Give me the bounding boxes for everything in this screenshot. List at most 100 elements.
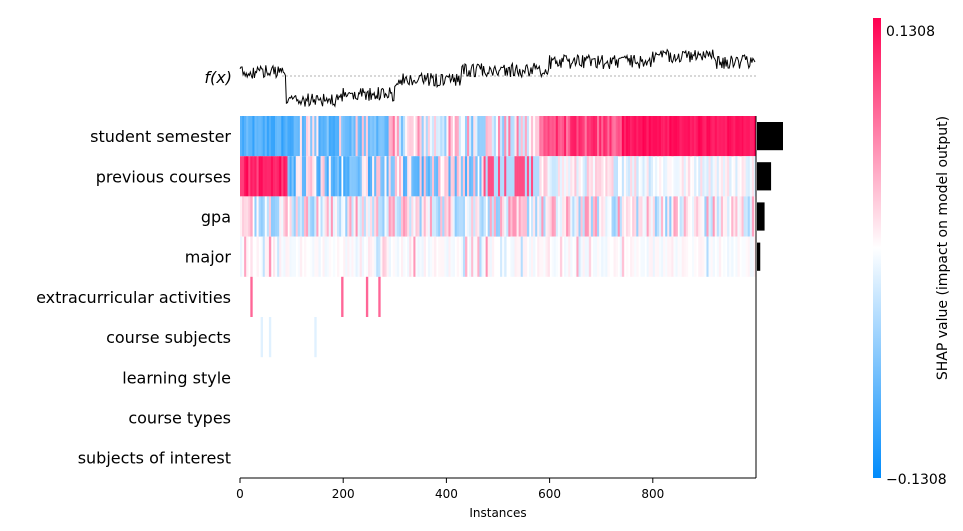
heatmap-cell (601, 116, 604, 157)
heatmap-cell (576, 196, 579, 237)
heatmap-cell (355, 236, 358, 277)
heatmap-cell (392, 156, 396, 197)
heatmap-cell (322, 116, 325, 157)
heatmap-cell (677, 236, 680, 277)
heatmap-cell (669, 156, 672, 197)
heatmap-cell (644, 116, 647, 157)
heatmap-cell (514, 196, 517, 237)
heatmap-cell (467, 156, 470, 197)
heatmap-cell (386, 196, 389, 237)
heatmap-cell (256, 116, 259, 157)
heatmap-cell (599, 116, 602, 157)
heatmap-cell (735, 116, 738, 157)
heatmap-cell (642, 196, 645, 237)
x-tick-label: 600 (538, 487, 561, 501)
heatmap-cell (683, 236, 687, 277)
heatmap-cell (731, 116, 734, 157)
heatmap-cell (667, 236, 670, 277)
feature-label: student semester (90, 127, 231, 146)
heatmap-cell (378, 156, 381, 197)
heatmap-cell (464, 236, 468, 277)
heatmap-cell (394, 196, 398, 237)
heatmap-cell (390, 196, 394, 237)
heatmap-cell (706, 196, 709, 237)
heatmap-cell (452, 236, 455, 277)
heatmap-cell (545, 116, 548, 157)
heatmap-cell (522, 116, 526, 157)
heatmap-cell (545, 156, 548, 197)
heatmap-cell (477, 116, 480, 157)
heatmap-cell (568, 196, 571, 237)
heatmap-cell (607, 156, 610, 197)
heatmap-cell (390, 156, 394, 197)
heatmap-cell (442, 196, 445, 237)
heatmap-cell (535, 196, 538, 237)
heatmap-cell (450, 196, 453, 237)
heatmap-cell (403, 156, 406, 197)
heatmap-cell (297, 236, 301, 277)
heatmap-cell (250, 236, 253, 277)
heatmap-cell (510, 156, 513, 197)
heatmap-cell (718, 196, 722, 237)
heatmap-cell (347, 196, 350, 237)
heatmap-cell (727, 196, 730, 237)
heatmap-cell (244, 116, 247, 157)
heatmap-cell (328, 196, 332, 237)
heatmap-cell (578, 116, 581, 157)
heatmap-cell (652, 196, 656, 237)
importance-bar (757, 202, 765, 231)
heatmap-cell (654, 116, 658, 157)
heatmap-cell (687, 156, 691, 197)
heatmap-cell (576, 116, 579, 157)
heatmap-cell (681, 196, 685, 237)
heatmap-cell (421, 196, 424, 237)
heatmap-cell (367, 236, 371, 277)
heatmap-cell (595, 196, 598, 237)
heatmap-cell (285, 196, 288, 237)
heatmap-cell (669, 116, 672, 157)
heatmap-cell (735, 156, 738, 197)
heatmap-cell (597, 236, 600, 277)
heatmap-cell (493, 196, 497, 237)
heatmap-cell (481, 116, 484, 157)
heatmap-cell (559, 156, 563, 197)
heatmap-cell (314, 156, 317, 197)
heatmap-cell (479, 116, 482, 157)
heatmap-cell (308, 196, 311, 237)
heatmap-cell (308, 116, 311, 157)
heatmap-cell (702, 236, 705, 277)
heatmap-cell (462, 196, 466, 237)
heatmap-cell (555, 156, 559, 197)
heatmap-cell (314, 116, 317, 157)
heatmap-cell (407, 196, 410, 237)
heatmap-cell (365, 156, 369, 197)
heatmap-cell (607, 116, 610, 157)
heatmap-cell (240, 156, 243, 197)
heatmap-cell (586, 156, 590, 197)
heatmap-cell (712, 196, 716, 237)
heatmap-cell (671, 196, 674, 237)
heatmap-cell (543, 196, 546, 237)
heatmap-cell (654, 236, 658, 277)
heatmap-cell (722, 236, 726, 277)
heatmap-cell (741, 196, 744, 237)
heatmap-cell (526, 196, 530, 237)
heatmap-cell (479, 196, 482, 237)
heatmap-cell (240, 196, 243, 237)
heatmap-cell (380, 156, 383, 197)
heatmap-cell (444, 236, 447, 277)
heatmap-cell (619, 116, 623, 157)
heatmap-cell (312, 156, 315, 197)
heatmap-cell (273, 156, 276, 197)
heatmap-cell (675, 116, 678, 157)
heatmap-cell (258, 156, 261, 197)
heatmap-cell (341, 276, 344, 317)
heatmap-cell (694, 236, 697, 277)
heatmap-cell (314, 236, 317, 277)
heatmap-cell (425, 156, 429, 197)
heatmap-cell (291, 196, 294, 237)
heatmap-cell (436, 116, 439, 157)
heatmap-cell (421, 116, 424, 157)
heatmap-cell (240, 236, 243, 277)
heatmap-cell (727, 116, 730, 157)
